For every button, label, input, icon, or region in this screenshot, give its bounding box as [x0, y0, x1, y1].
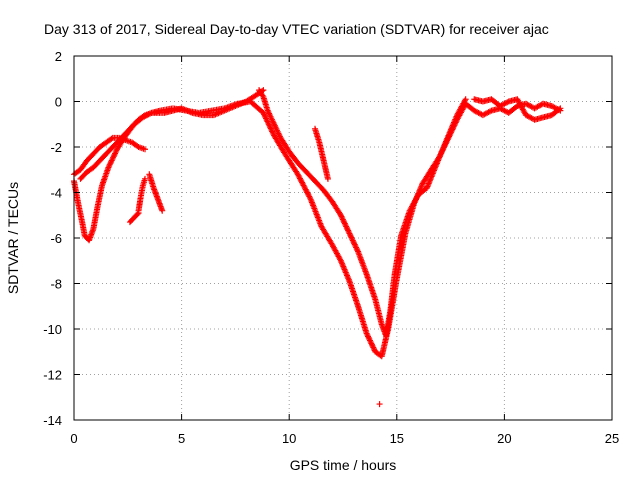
series-track-9 — [146, 171, 166, 214]
series-track-5 — [423, 100, 564, 191]
series-track-10 — [312, 125, 331, 182]
x-tick-label: 25 — [605, 431, 619, 446]
y-tick-label: -8 — [50, 277, 62, 292]
data-point — [513, 104, 520, 111]
data-point — [449, 126, 456, 133]
series-track-4 — [256, 87, 430, 339]
y-tick-label: -10 — [43, 322, 62, 337]
data-point — [450, 123, 457, 130]
y-tick-label: -12 — [43, 368, 62, 383]
data-point — [324, 175, 331, 182]
series-track-8 — [135, 175, 149, 214]
series-track-7 — [126, 209, 142, 226]
series-track-6 — [471, 96, 564, 123]
x-tick-label: 20 — [497, 431, 511, 446]
x-tick-label: 10 — [282, 431, 296, 446]
tick-marks — [73, 55, 613, 421]
y-tick-label: -4 — [50, 186, 62, 201]
y-tick-label: -6 — [50, 231, 62, 246]
data-point — [159, 207, 166, 214]
x-tick-label: 5 — [178, 431, 185, 446]
data-series — [71, 87, 564, 408]
series-track-3 — [77, 87, 267, 182]
y-tick-label: 2 — [55, 49, 62, 64]
data-point — [556, 106, 563, 113]
data-point — [134, 211, 141, 218]
y-tick-label: 0 — [55, 95, 62, 110]
series-track-11 — [376, 401, 383, 408]
series-track-2 — [71, 134, 149, 178]
data-point — [142, 146, 149, 153]
data-point — [307, 194, 314, 201]
y-tick-label: -14 — [43, 413, 62, 428]
data-point — [259, 92, 266, 99]
data-point — [108, 135, 115, 142]
x-axis-label: GPS time / hours — [290, 457, 397, 473]
y-axis-label: SDTVAR / TECUs — [5, 182, 21, 294]
data-point — [557, 105, 564, 112]
data-point — [376, 401, 383, 408]
data-point — [142, 175, 149, 182]
y-tick-label: -2 — [50, 140, 62, 155]
gridlines — [74, 56, 612, 420]
x-tick-label: 0 — [70, 431, 77, 446]
chart-title: Day 313 of 2017, Sidereal Day-to-day VTE… — [44, 21, 549, 37]
x-tick-label: 15 — [390, 431, 404, 446]
series-track-1 — [71, 96, 469, 360]
